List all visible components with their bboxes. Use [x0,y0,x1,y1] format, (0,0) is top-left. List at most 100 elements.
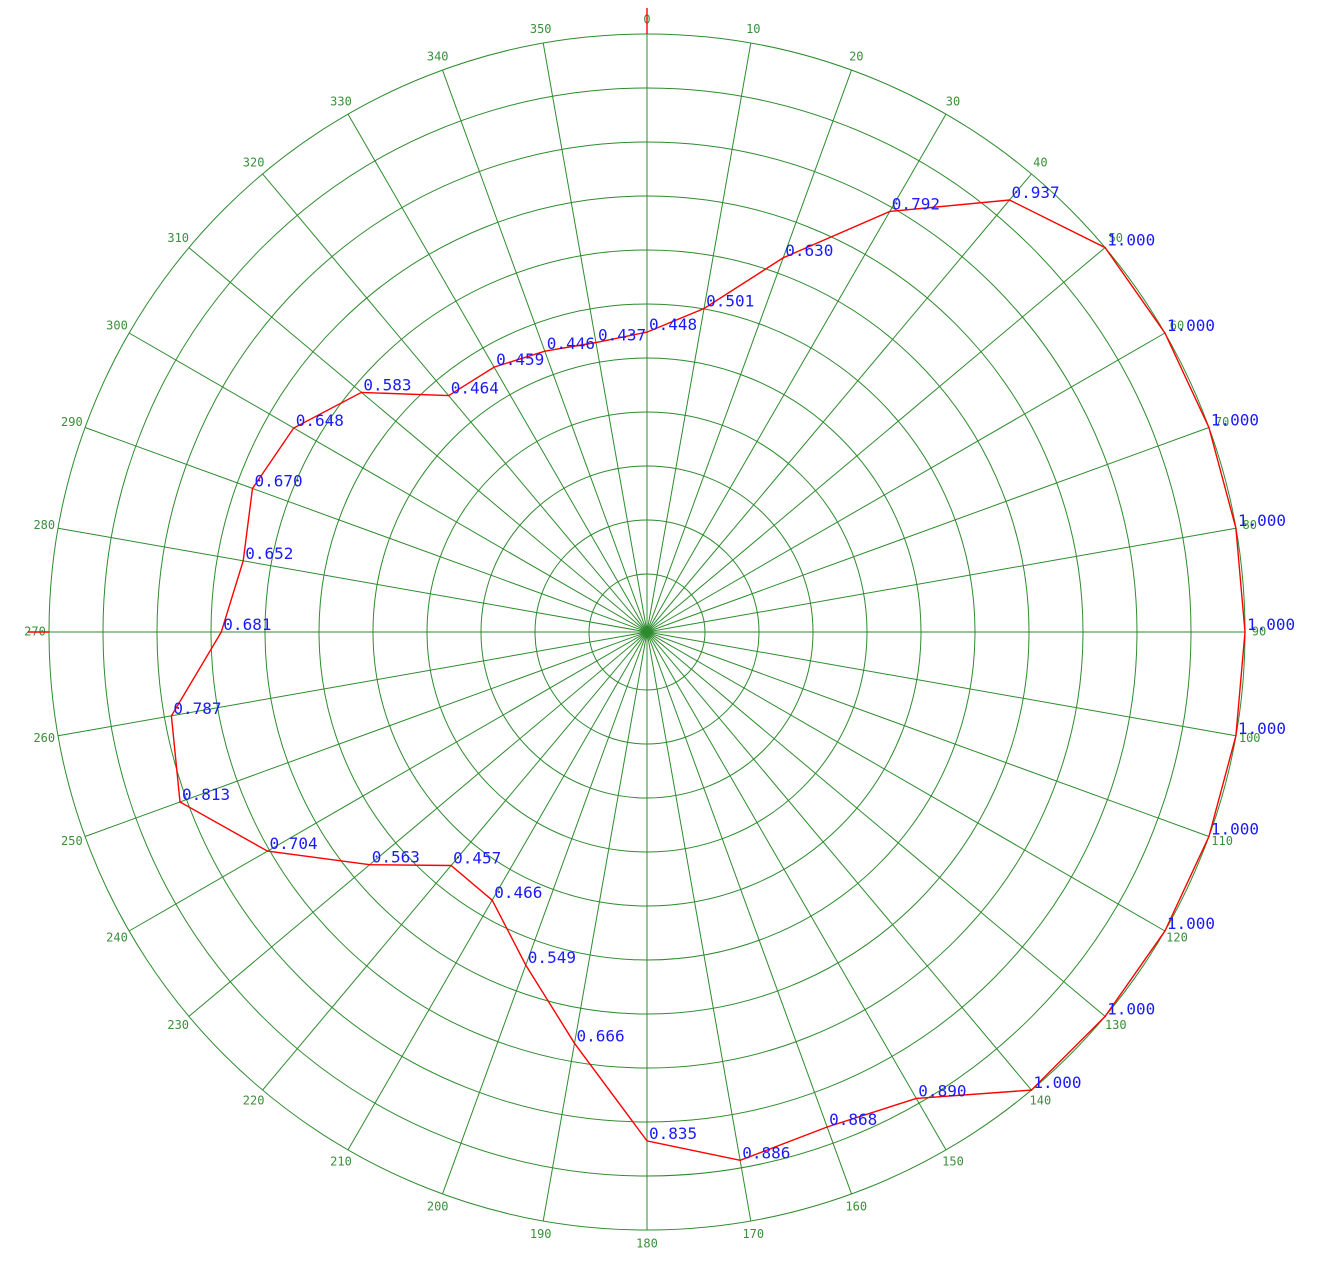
data-value-label: 0.630 [785,241,833,260]
angle-tick-label: 70 [1215,415,1229,429]
data-point [573,1042,576,1045]
data-point [292,427,295,429]
grid-spoke [347,113,648,633]
data-point [266,850,269,852]
angle-tick-label: 90 [1252,625,1266,639]
angle-tick-label: 260 [33,731,55,745]
data-value-label: 0.868 [829,1110,877,1129]
grid-spoke [128,332,648,633]
angle-tick-label: 130 [1105,1018,1127,1032]
data-value-label: 0.549 [528,948,576,967]
grid-spoke [128,631,648,932]
grid-spoke [646,631,1210,837]
angle-tick-label: 190 [530,1227,552,1241]
data-value-label: 0.886 [742,1143,790,1162]
data-value-label: 0.457 [453,849,501,868]
data-point [1244,631,1246,633]
data-value-label: 0.583 [363,375,411,394]
angle-tick-label: 110 [1211,834,1233,848]
angle-tick-label: 290 [61,415,83,429]
series-line [170,199,1246,1162]
grid-spoke [442,631,648,1195]
angle-tick-label: 60 [1170,319,1184,333]
grid-spoke [646,427,1210,633]
data-point [251,487,254,490]
data-point [1164,332,1166,334]
data-point [525,964,527,966]
grid-spoke [646,332,1166,633]
data-value-label: 0.681 [223,615,271,634]
data-point [915,1097,918,1100]
data-value-label: 0.890 [918,1081,966,1100]
data-value-label: 0.501 [706,292,754,311]
data-point [220,631,223,633]
grid-spoke [347,631,648,1151]
data-value-label: 0.670 [255,471,303,490]
grid-spokes [49,34,1245,1230]
data-point [1104,246,1106,249]
data-point [242,560,244,562]
grid-spoke [58,527,648,633]
data-point [1235,527,1237,529]
data-point [646,331,648,333]
data-value-label: 0.787 [173,699,221,718]
data-point [1235,735,1237,737]
data-value-label: 0.792 [892,194,940,213]
data-value-label: 1.000 [1167,316,1215,335]
angle-tick-label: 220 [243,1093,265,1107]
data-value-label: 1.000 [1238,719,1286,738]
angle-tick-label: 120 [1166,931,1188,945]
data-value-label: 1.000 [1107,999,1155,1018]
grid-spoke [84,427,648,633]
data-point [179,801,181,803]
grid-spoke [646,247,1106,633]
grid-spoke [542,43,648,633]
data-value-label: 0.563 [372,848,420,867]
data-point [595,341,597,344]
angle-tick-label: 40 [1033,156,1047,170]
angle-tick-label: 340 [427,49,449,63]
grid-spoke [646,631,1236,737]
data-value-label: 0.937 [1012,183,1060,202]
angle-tick-label: 180 [636,1237,658,1251]
grid-spoke [646,113,947,633]
data-point [1008,199,1011,201]
data-point [368,863,371,866]
data-value-label: 0.446 [547,334,595,353]
angle-tick-label: 350 [530,22,552,36]
angle-tick-label: 10 [746,22,760,36]
angle-tick-label: 20 [849,49,863,63]
angle-tick-label: 200 [427,1200,449,1214]
data-point [889,210,891,213]
data-point [826,1126,828,1128]
data-point [1104,1015,1106,1018]
grid-spoke [646,631,852,1195]
angle-tick-label: 210 [330,1155,352,1169]
grid-spoke [84,631,648,837]
data-point [1164,930,1166,932]
data-point [739,1159,741,1162]
grid-spoke [262,631,648,1091]
angle-tick-label: 320 [243,156,265,170]
data-value-label: 1.000 [1167,914,1215,933]
data-value-label: 1.000 [1211,411,1259,430]
data-point [491,899,494,901]
data-value-label: 0.464 [451,379,499,398]
data-value-label: 1.000 [1247,615,1295,634]
grid-spoke [646,69,852,633]
angle-tick-label: 50 [1109,231,1123,245]
data-value-label: 0.648 [296,411,344,430]
grid-spoke [188,631,648,1017]
angle-tick-label: 300 [106,319,128,333]
grid-spoke [58,631,648,737]
data-point [1208,426,1210,429]
grid-spoke [646,527,1236,633]
data-point [447,394,450,397]
grid-spoke [646,631,947,1151]
grid-spoke [188,247,648,633]
angle-tick-label: 100 [1239,731,1261,745]
data-value-label: 0.466 [494,883,542,902]
angle-tick-label: 30 [946,95,960,109]
grid-spoke [646,631,1106,1017]
